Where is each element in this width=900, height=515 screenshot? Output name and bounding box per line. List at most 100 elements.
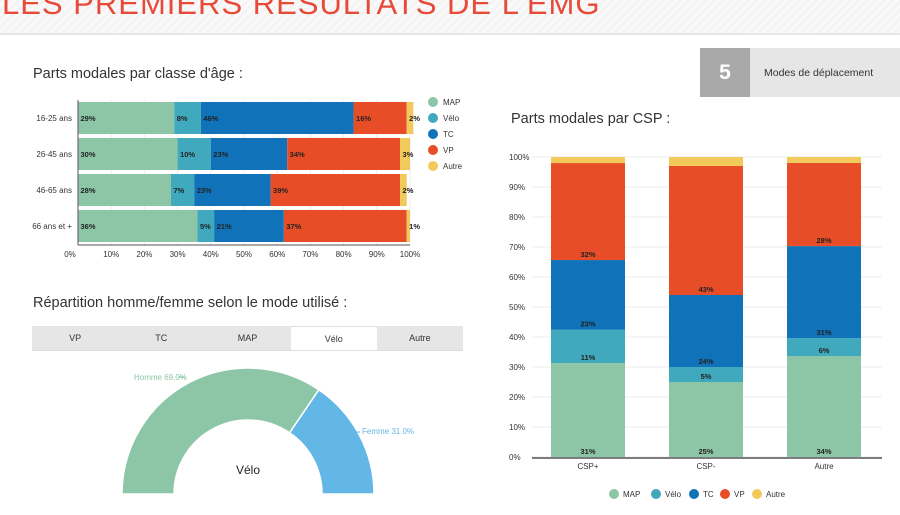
csp-bar-vp[interactable]: [551, 163, 625, 261]
csp-bar-map[interactable]: [787, 356, 861, 457]
age-bar-vp[interactable]: [270, 174, 401, 206]
tab-velo[interactable]: Vélo: [290, 326, 377, 350]
age-legend-label[interactable]: MAP: [443, 98, 460, 107]
csp-bar-map[interactable]: [669, 382, 743, 457]
csp-x-tick-label: Autre: [814, 462, 834, 471]
age-bar-vp[interactable]: [353, 102, 407, 134]
age-bar-map[interactable]: [78, 102, 175, 134]
age-bar-autre[interactable]: [406, 102, 414, 134]
age-bar-velo[interactable]: [177, 138, 211, 170]
csp-legend-marker-velo: [651, 489, 661, 499]
age-bar-velo[interactable]: [174, 102, 201, 134]
csp-bar-velo[interactable]: [787, 338, 861, 357]
csp-bar-autre[interactable]: [787, 157, 861, 163]
age-bar-velo[interactable]: [197, 210, 215, 242]
csp-y-tick-label: 50%: [509, 303, 525, 312]
badge-number: 5: [700, 48, 750, 97]
age-bar-data-label: 2%: [409, 114, 420, 123]
age-x-tick-label: 0%: [64, 250, 76, 259]
csp-bar-vp[interactable]: [669, 166, 743, 295]
csp-y-tick-label: 80%: [509, 213, 525, 222]
csp-bar-data-label: 5%: [701, 372, 712, 381]
age-x-tick-label: 50%: [236, 250, 252, 259]
csp-bar-tc[interactable]: [787, 246, 861, 339]
age-bar-tc[interactable]: [194, 174, 271, 206]
age-bar-data-label: 28%: [81, 186, 96, 195]
csp-y-tick-label: 60%: [509, 273, 525, 282]
badge-label: Modes de déplacement: [764, 66, 874, 79]
age-bar-velo[interactable]: [170, 174, 195, 206]
csp-bar-data-label: 23%: [580, 320, 595, 329]
age-bar-data-label: 21%: [217, 222, 232, 231]
age-bar-autre[interactable]: [400, 174, 407, 206]
age-bar-data-label: 46%: [203, 114, 218, 123]
modes-badge[interactable]: 5 Modes de déplacement: [700, 48, 900, 97]
tab-autre[interactable]: Autre: [409, 333, 431, 343]
age-bar-map[interactable]: [78, 174, 171, 206]
csp-bar-vp[interactable]: [787, 162, 861, 247]
csp-legend-label[interactable]: MAP: [623, 490, 640, 499]
age-bar-tc[interactable]: [210, 138, 288, 170]
csp-bar-velo[interactable]: [669, 367, 743, 382]
age-legend-label[interactable]: TC: [443, 130, 454, 139]
tabs-divider: [32, 350, 463, 351]
csp-y-tick-label: 40%: [509, 333, 525, 342]
csp-bar-tc[interactable]: [551, 260, 625, 330]
age-legend-label[interactable]: Vélo: [443, 114, 460, 123]
csp-bar-data-label: 34%: [816, 447, 831, 456]
csp-legend-label[interactable]: TC: [703, 490, 714, 499]
csp-legend-marker-tc: [689, 489, 699, 499]
page-title: LES PREMIERS RÉSULTATS DE L'EMG: [2, 0, 601, 21]
csp-bar-autre[interactable]: [669, 157, 743, 166]
age-bar-data-label: 30%: [81, 150, 96, 159]
csp-bar-map[interactable]: [551, 363, 625, 457]
donut-slice-femme[interactable]: [288, 388, 375, 495]
csp-bar-data-label: 11%: [581, 353, 596, 362]
age-bar-tc[interactable]: [200, 102, 354, 134]
mode-tabs: VP TC MAP Vélo Autre: [32, 326, 463, 350]
age-x-tick-label: 90%: [369, 250, 385, 259]
csp-y-tick-label: 0%: [509, 453, 521, 462]
age-bar-data-label: 34%: [290, 150, 305, 159]
csp-bar-tc[interactable]: [669, 295, 743, 367]
tab-vp[interactable]: VP: [69, 333, 82, 343]
csp-bar-data-label: 31%: [580, 447, 595, 456]
csp-y-tick-label: 10%: [509, 423, 525, 432]
age-legend-label[interactable]: VP: [443, 146, 454, 155]
age-bar-vp[interactable]: [287, 138, 401, 170]
age-bar-data-label: 36%: [81, 222, 96, 231]
age-bar-data-label: 3%: [403, 150, 414, 159]
age-bar-tc[interactable]: [214, 210, 284, 242]
csp-bar-autre[interactable]: [551, 157, 625, 164]
age-bar-data-label: 39%: [273, 186, 288, 195]
age-bar-autre[interactable]: [400, 138, 410, 170]
csp-y-tick-label: 30%: [509, 363, 525, 372]
csp-legend-marker-autre: [752, 489, 762, 499]
gender-chart: Homme 69.0% Femme 31.0% Vélo: [121, 367, 414, 495]
age-x-tick-label: 30%: [170, 250, 186, 259]
age-bar-autre[interactable]: [406, 210, 410, 242]
age-bar-vp[interactable]: [283, 210, 407, 242]
age-legend-label[interactable]: Autre: [443, 162, 463, 171]
age-bar-map[interactable]: [78, 210, 198, 242]
csp-legend-label[interactable]: VP: [734, 490, 745, 499]
age-chart-title: Parts modales par classe d'âge :: [33, 66, 243, 82]
csp-y-tick-label: 90%: [509, 183, 525, 192]
csp-legend-label[interactable]: Vélo: [665, 490, 682, 499]
tab-map[interactable]: MAP: [237, 333, 258, 343]
tab-tc[interactable]: TC: [155, 333, 168, 343]
donut-slice-homme[interactable]: [121, 367, 320, 495]
csp-x-tick-label: CSP-: [696, 462, 715, 471]
age-chart: 16-25 ans 29% 8% 46% 16% 2% 26-45 ans 30% 10% 23%…: [32, 97, 463, 259]
donut-label-femme: Femme 31.0%: [362, 427, 414, 436]
csp-y-tick-label: 100%: [509, 153, 529, 162]
csp-bar-velo[interactable]: [551, 329, 625, 364]
age-x-tick-label: 100%: [400, 250, 420, 259]
age-bar-data-label: 23%: [197, 186, 212, 195]
age-bar-map[interactable]: [78, 138, 178, 170]
age-category-label: 46-65 ans: [36, 186, 72, 195]
age-legend-marker-map: [428, 97, 438, 107]
csp-legend-label[interactable]: Autre: [766, 490, 786, 499]
age-x-tick-label: 40%: [203, 250, 219, 259]
csp-bar-data-label: 32%: [580, 250, 595, 259]
